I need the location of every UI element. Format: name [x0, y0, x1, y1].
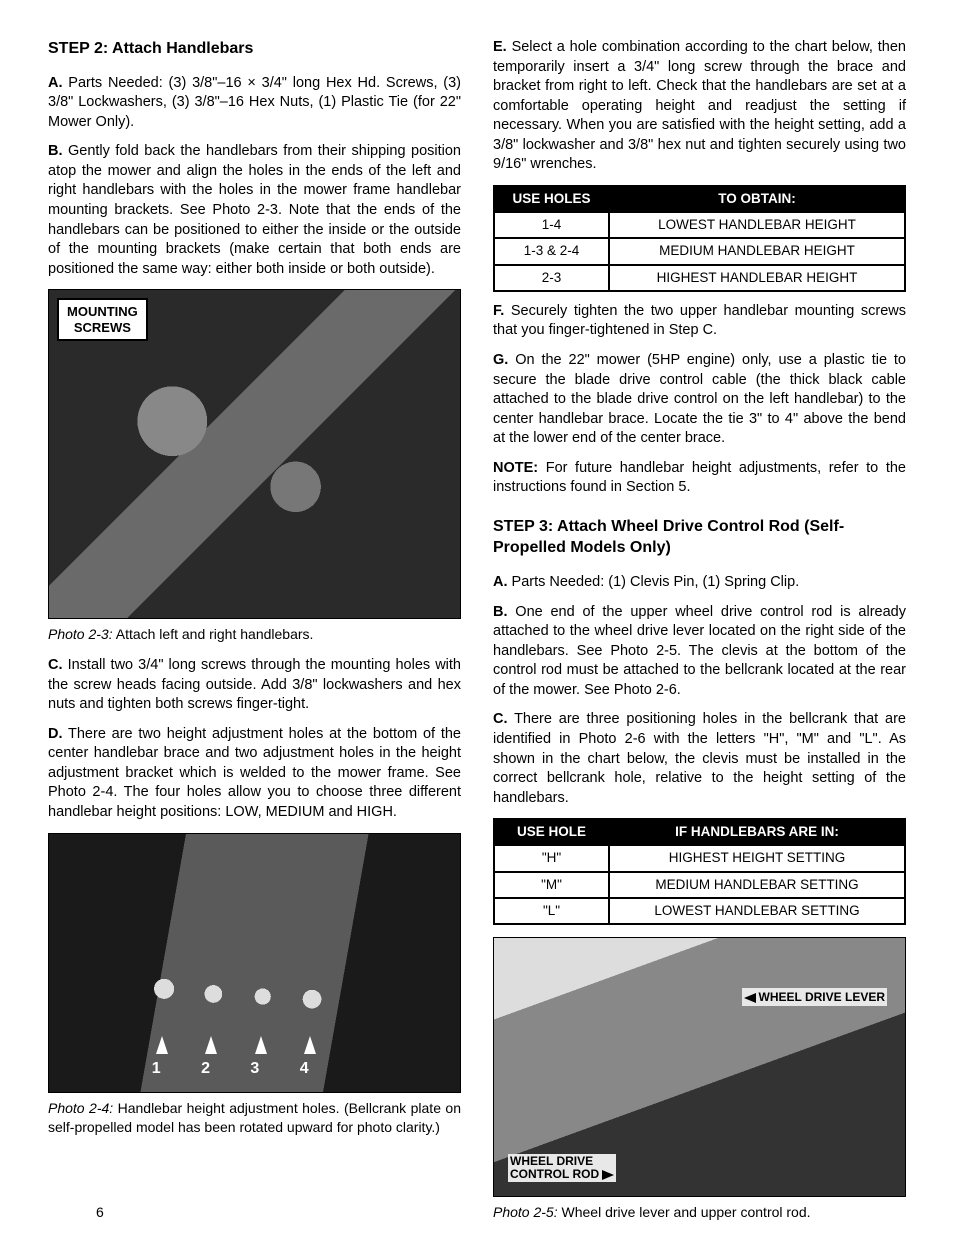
- cell: HIGHEST HANDLEBAR HEIGHT: [609, 265, 905, 291]
- photo-2-5-caption: Photo 2-5: Wheel drive lever and upper c…: [493, 1203, 906, 1222]
- photo-2-3-caption-rest: Attach left and right handlebars.: [113, 626, 314, 642]
- wheel-drive-lever-text: WHEEL DRIVE LEVER: [759, 990, 885, 1004]
- step2-d: D. There are two height adjustment holes…: [48, 725, 461, 823]
- bellcrank-hole-table: USE HOLE IF HANDLEBARS ARE IN: "H" HIGHE…: [493, 818, 906, 925]
- photo-2-4-caption: Photo 2-4: Handlebar height adjustment h…: [48, 1099, 461, 1137]
- mounting-screws-label: MOUNTING SCREWS: [57, 298, 148, 341]
- cell: "L": [494, 898, 609, 924]
- table-row: 2-3 HIGHEST HANDLEBAR HEIGHT: [494, 265, 905, 291]
- photo-2-5: WHEEL DRIVE LEVER WHEEL DRIVE CONTROL RO…: [493, 937, 906, 1197]
- table-row: 1-4 LOWEST HANDLEBAR HEIGHT: [494, 212, 905, 238]
- arrow-3-icon: [255, 1036, 267, 1054]
- step3-heading: STEP 3: Attach Wheel Drive Control Rod (…: [493, 516, 906, 559]
- arrow-4-icon: [304, 1036, 316, 1054]
- text-3c: There are three positioning holes in the…: [493, 711, 906, 805]
- table-header-row: USE HOLES TO OBTAIN:: [494, 186, 905, 212]
- table-header-row: USE HOLE IF HANDLEBARS ARE IN:: [494, 819, 905, 845]
- handlebar-height-table: USE HOLES TO OBTAIN: 1-4 LOWEST HANDLEBA…: [493, 185, 906, 292]
- th-to-obtain: TO OBTAIN:: [609, 186, 905, 212]
- left-column: STEP 2: Attach Handlebars A. Parts Neede…: [48, 38, 461, 1234]
- lead-e: E.: [493, 39, 507, 55]
- cell: MEDIUM HANDLEBAR SETTING: [609, 872, 905, 898]
- cell: 2-3: [494, 265, 609, 291]
- hole-num-1: 1: [152, 1058, 161, 1080]
- text-note: For future handlebar height adjustments,…: [493, 460, 906, 496]
- photo-2-4-caption-ital: Photo 2-4:: [48, 1100, 113, 1116]
- cell: 1-4: [494, 212, 609, 238]
- lead-g: G.: [493, 352, 508, 368]
- text-3a: Parts Needed: (1) Clevis Pin, (1) Spring…: [508, 574, 800, 590]
- lead-d: D.: [48, 726, 63, 742]
- step2-g: G. On the 22" mower (5HP engine) only, u…: [493, 351, 906, 449]
- photo-2-3: MOUNTING SCREWS: [48, 289, 461, 619]
- step2-e: E. Select a hole combination according t…: [493, 38, 906, 175]
- step3-b: B. One end of the upper wheel drive cont…: [493, 603, 906, 701]
- text-c: Install two 3/4" long screws through the…: [48, 657, 461, 712]
- hole-num-4: 4: [300, 1058, 309, 1080]
- lead-3a: A.: [493, 574, 508, 590]
- wheel-drive-rod-text: WHEEL DRIVE CONTROL ROD: [510, 1154, 599, 1181]
- cell: "H": [494, 845, 609, 871]
- page-number: 6: [96, 1203, 104, 1222]
- right-column: E. Select a hole combination according t…: [493, 38, 906, 1234]
- th-use-hole: USE HOLE: [494, 819, 609, 845]
- table-row: "H" HIGHEST HEIGHT SETTING: [494, 845, 905, 871]
- arrow-2-icon: [205, 1036, 217, 1054]
- hole-num-3: 3: [250, 1058, 259, 1080]
- cell: HIGHEST HEIGHT SETTING: [609, 845, 905, 871]
- step2-f: F. Securely tighten the two upper handle…: [493, 302, 906, 341]
- table-row: 1-3 & 2-4 MEDIUM HANDLEBAR HEIGHT: [494, 238, 905, 264]
- arrow-1-icon: [156, 1036, 168, 1054]
- cell: MEDIUM HANDLEBAR HEIGHT: [609, 238, 905, 264]
- step2-note: NOTE: For future handlebar height adjust…: [493, 459, 906, 498]
- cell: "M": [494, 872, 609, 898]
- photo-2-5-caption-rest: Wheel drive lever and upper control rod.: [558, 1204, 811, 1220]
- arrow-right-icon: [602, 1170, 614, 1180]
- lead-f: F.: [493, 303, 504, 319]
- cell: 1-3 & 2-4: [494, 238, 609, 264]
- text-f: Securely tighten the two upper handlebar…: [493, 303, 906, 339]
- th-use-holes: USE HOLES: [494, 186, 609, 212]
- photo-2-3-caption: Photo 2-3: Attach left and right handleb…: [48, 625, 461, 644]
- lead-c: C.: [48, 657, 63, 673]
- text-a: Parts Needed: (3) 3/8"–16 × 3/4" long He…: [48, 75, 461, 130]
- arrow-left-icon: [744, 993, 756, 1003]
- photo-2-4: 1 2 3 4: [48, 833, 461, 1093]
- wheel-drive-rod-label: WHEEL DRIVE CONTROL ROD: [508, 1154, 616, 1182]
- photo-2-5-caption-ital: Photo 2-5:: [493, 1204, 558, 1220]
- cell: LOWEST HANDLEBAR HEIGHT: [609, 212, 905, 238]
- step3-c: C. There are three positioning holes in …: [493, 710, 906, 808]
- text-e: Select a hole combination according to t…: [493, 39, 906, 172]
- lead-a: A.: [48, 75, 63, 91]
- table-row: "L" LOWEST HANDLEBAR SETTING: [494, 898, 905, 924]
- step2-a: A. Parts Needed: (3) 3/8"–16 × 3/4" long…: [48, 74, 461, 133]
- step2-c: C. Install two 3/4" long screws through …: [48, 656, 461, 715]
- text-d: There are two height adjustment holes at…: [48, 726, 461, 820]
- page-columns: STEP 2: Attach Handlebars A. Parts Neede…: [48, 38, 906, 1234]
- step2-b: B. Gently fold back the handlebars from …: [48, 142, 461, 279]
- cell: LOWEST HANDLEBAR SETTING: [609, 898, 905, 924]
- wheel-drive-lever-label: WHEEL DRIVE LEVER: [742, 988, 887, 1006]
- step2-heading: STEP 2: Attach Handlebars: [48, 38, 461, 60]
- photo-2-3-caption-ital: Photo 2-3:: [48, 626, 113, 642]
- text-b: Gently fold back the handlebars from the…: [48, 143, 461, 276]
- text-g: On the 22" mower (5HP engine) only, use …: [493, 352, 906, 446]
- table-row: "M" MEDIUM HANDLEBAR SETTING: [494, 872, 905, 898]
- lead-note: NOTE:: [493, 460, 538, 476]
- lead-b: B.: [48, 143, 63, 159]
- step3-a: A. Parts Needed: (1) Clevis Pin, (1) Spr…: [493, 573, 906, 593]
- th-if-handlebars: IF HANDLEBARS ARE IN:: [609, 819, 905, 845]
- text-3b: One end of the upper wheel drive control…: [493, 604, 906, 698]
- hole-num-2: 2: [201, 1058, 210, 1080]
- lead-3b: B.: [493, 604, 508, 620]
- lead-3c: C.: [493, 711, 508, 727]
